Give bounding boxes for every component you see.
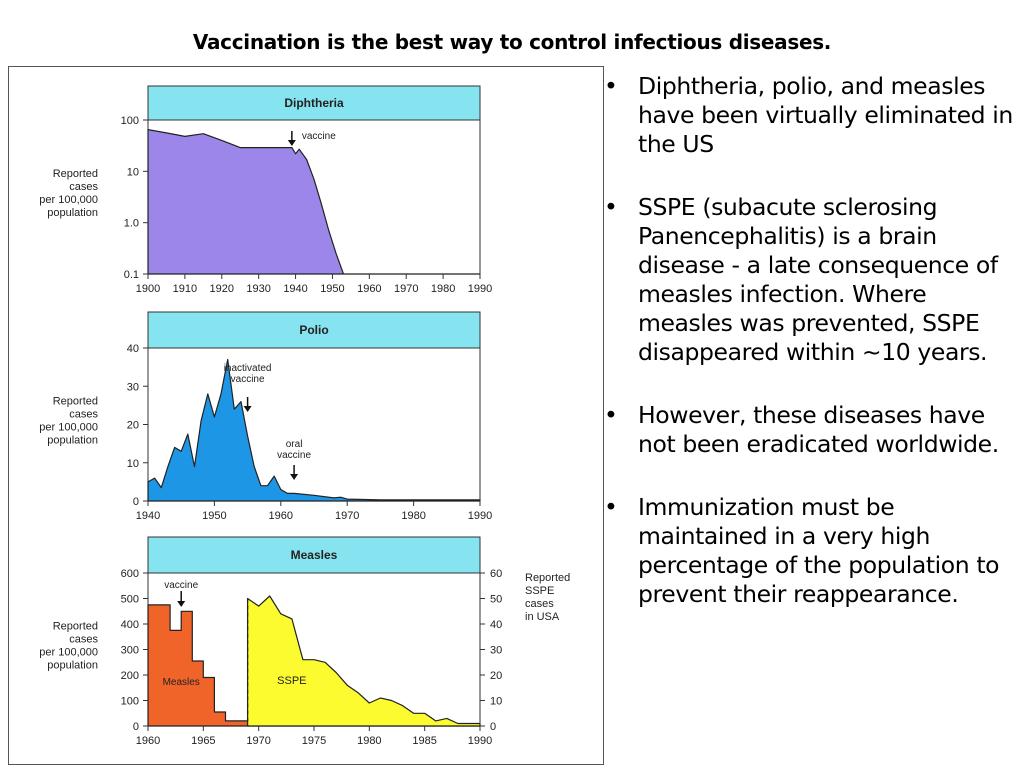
- y2-axis-label: Reported: [525, 572, 570, 584]
- bullet-dot: •: [604, 493, 618, 521]
- bullet-text: SSPE (subacute sclerosing Panencephaliti…: [638, 193, 998, 366]
- y2-axis-label: in USA: [525, 611, 560, 623]
- x-tick-label: 1985: [412, 735, 436, 747]
- y2-tick-label: 40: [490, 619, 502, 631]
- y-axis-label: per 100,000: [39, 194, 98, 206]
- bullet-item: • Immunization must be maintained in a ve…: [600, 493, 1020, 609]
- y2-tick-label: 10: [490, 696, 502, 708]
- y-tick-label: 30: [127, 381, 139, 393]
- chart-title: Polio: [299, 323, 328, 337]
- y-axis-label: cases: [69, 634, 98, 646]
- y-tick-label: 10: [127, 458, 139, 470]
- x-tick-label: 1940: [136, 510, 160, 522]
- x-tick-label: 1960: [357, 283, 381, 295]
- y2-tick-label: 50: [490, 594, 502, 606]
- y-axis-label: cases: [69, 409, 98, 421]
- y-tick-label: 0.1: [124, 269, 139, 281]
- bullet-item: • However, these diseases have not been e…: [600, 401, 1020, 459]
- bullet-dot: •: [604, 401, 618, 429]
- y-axis-label: population: [47, 660, 98, 672]
- x-tick-label: 1990: [468, 735, 492, 747]
- annotation-text: vaccine: [231, 374, 265, 385]
- bullet-text: However, these diseases have not been er…: [638, 401, 999, 458]
- bullet-text: Diphtheria, polio, and measles have been…: [638, 72, 1013, 158]
- x-tick-label: 1980: [401, 510, 425, 522]
- annotation-text: vaccine: [164, 580, 198, 591]
- y2-axis-label: SSPE: [525, 585, 554, 597]
- chart-title: Diphtheria: [284, 96, 344, 110]
- chart-header: [147, 85, 481, 121]
- chart-title: Measles: [291, 548, 338, 562]
- x-tick-label: 1960: [136, 735, 160, 747]
- y-tick-label: 600: [121, 568, 139, 580]
- y2-tick-label: 30: [490, 645, 502, 657]
- x-tick-label: 1980: [357, 735, 381, 747]
- annotation-text: vaccine: [277, 450, 311, 461]
- y-tick-label: 500: [121, 594, 139, 606]
- x-tick-label: 1920: [210, 283, 234, 295]
- series-area-data: [147, 358, 481, 502]
- annotation-arrow-head: [177, 601, 186, 607]
- y-tick-label: 100: [121, 696, 139, 708]
- bullet-item: • SSPE (subacute sclerosing Panencephalit…: [600, 193, 1020, 367]
- chart-figure: Diphtheria 100 10 1.0 0.1 1900 1910 1920 1930 194…: [8, 66, 604, 765]
- y-axis-label: Reported: [53, 396, 98, 408]
- annotation-text: oral: [286, 439, 303, 450]
- x-tick-label: 1990: [468, 510, 492, 522]
- y-axis-label: Reported: [53, 621, 98, 633]
- series-label-measles: Measles: [163, 677, 200, 688]
- y-tick-label: 100: [121, 115, 139, 127]
- y2-axis-label: cases: [525, 598, 554, 610]
- x-tick-label: 1940: [283, 283, 307, 295]
- y-tick-label: 0: [133, 496, 139, 508]
- x-tick-label: 1960: [269, 510, 293, 522]
- x-tick-label: 1950: [320, 283, 344, 295]
- series-area-sspe: [247, 595, 481, 727]
- annotation-arrow-head: [290, 474, 299, 480]
- bullet-text: Immunization must be maintained in a ver…: [638, 493, 1000, 608]
- x-tick-label: 1950: [202, 510, 226, 522]
- series-label-sspe: SSPE: [277, 675, 306, 687]
- x-tick-label: 1980: [431, 283, 455, 295]
- y-axis-label: per 100,000: [39, 647, 98, 659]
- y-axis-label: Reported: [53, 168, 98, 180]
- x-tick-label: 1970: [394, 283, 418, 295]
- y-axis-label: population: [47, 435, 98, 447]
- y2-tick-label: 20: [490, 670, 502, 682]
- annotation-arrow-head: [287, 140, 296, 146]
- bullet-dot: •: [604, 193, 618, 221]
- y-tick-label: 1.0: [124, 218, 139, 230]
- x-tick-label: 1930: [246, 283, 270, 295]
- y-tick-label: 10: [127, 166, 139, 178]
- y-axis-label: cases: [69, 181, 98, 193]
- y2-tick-label: 0: [490, 721, 496, 733]
- y-tick-label: 300: [121, 645, 139, 657]
- bullet-dot: •: [604, 72, 618, 100]
- annotation-text: inactivated: [224, 363, 272, 374]
- bullet-list: • Diphtheria, polio, and measles have bee…: [600, 72, 1020, 643]
- y-tick-label: 20: [127, 420, 139, 432]
- annotation-arrow-head: [243, 406, 252, 412]
- y-axis-label: per 100,000: [39, 422, 98, 434]
- y-tick-label: 200: [121, 670, 139, 682]
- series-area-data: [147, 129, 481, 275]
- x-tick-label: 1970: [335, 510, 359, 522]
- y-tick-label: 400: [121, 619, 139, 631]
- chart-header: [147, 311, 481, 349]
- x-tick-label: 1970: [246, 735, 270, 747]
- x-tick-label: 1975: [302, 735, 326, 747]
- x-tick-label: 1965: [191, 735, 215, 747]
- y-tick-label: 40: [127, 343, 139, 355]
- annotation-text: vaccine: [302, 131, 336, 142]
- slide-title: Vaccination is the best way to control i…: [192, 30, 832, 54]
- x-tick-label: 1900: [136, 283, 160, 295]
- y2-tick-label: 60: [490, 568, 502, 580]
- x-tick-label: 1990: [468, 283, 492, 295]
- y-tick-label: 0: [133, 721, 139, 733]
- y-axis-label: population: [47, 207, 98, 219]
- bullet-item: • Diphtheria, polio, and measles have bee…: [600, 72, 1020, 159]
- x-tick-label: 1910: [173, 283, 197, 295]
